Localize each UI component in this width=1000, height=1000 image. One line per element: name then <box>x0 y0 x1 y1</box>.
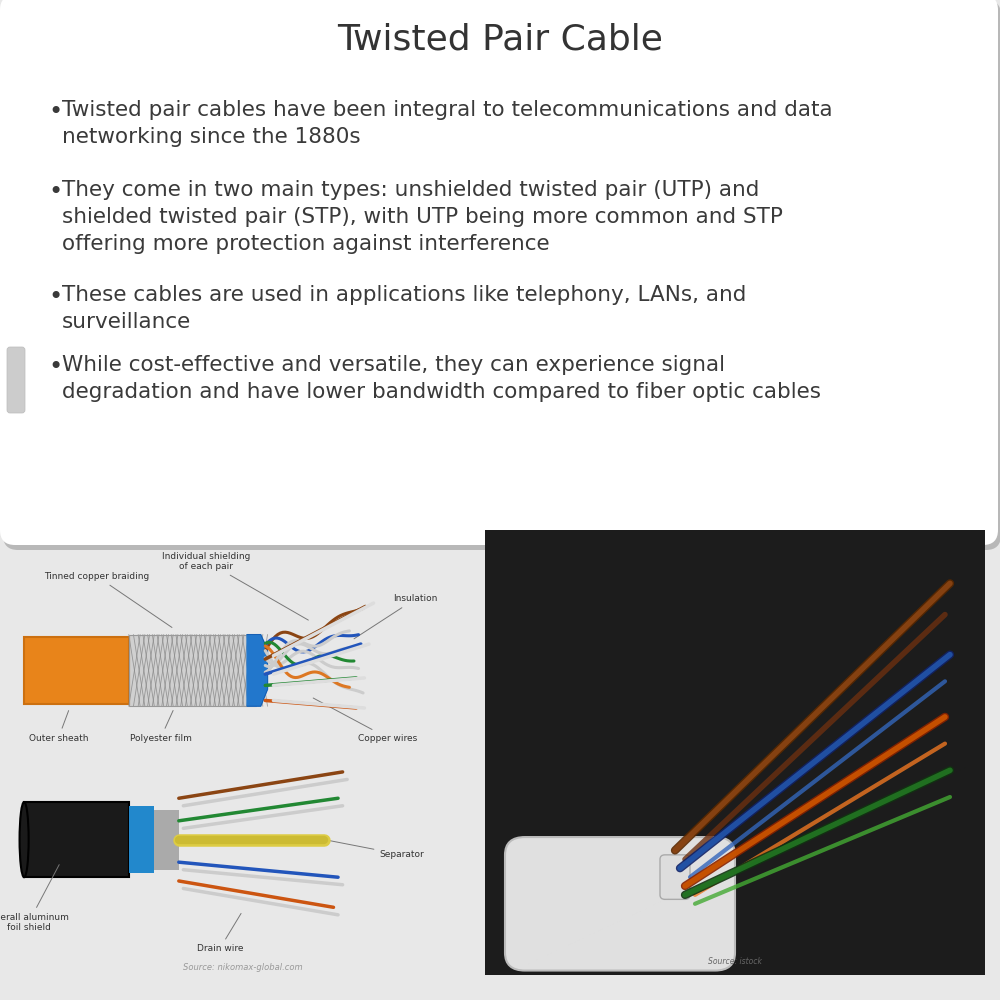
FancyBboxPatch shape <box>0 0 998 545</box>
Text: •: • <box>48 355 62 379</box>
Bar <box>24 802 129 877</box>
Text: Source: istock: Source: istock <box>708 957 762 966</box>
Bar <box>154 810 179 870</box>
Bar <box>129 806 154 873</box>
FancyBboxPatch shape <box>465 512 1000 993</box>
Text: Individual shielding
of each pair: Individual shielding of each pair <box>162 552 308 620</box>
Text: While cost-effective and versatile, they can experience signal
degradation and h: While cost-effective and versatile, they… <box>62 355 821 402</box>
Text: Insulation: Insulation <box>354 594 438 639</box>
Text: Polyester film: Polyester film <box>130 711 192 743</box>
FancyBboxPatch shape <box>660 855 690 899</box>
Bar <box>24 637 129 704</box>
Text: They come in two main types: unshielded twisted pair (UTP) and
shielded twisted : They come in two main types: unshielded … <box>62 180 783 254</box>
Text: Separator: Separator <box>327 840 424 859</box>
Text: •: • <box>48 100 62 124</box>
Text: Outer sheath: Outer sheath <box>29 711 88 743</box>
Text: Overall aluminum
foil shield: Overall aluminum foil shield <box>0 865 69 932</box>
Text: These cables are used in applications like telephony, LANs, and
surveillance: These cables are used in applications li… <box>62 285 746 332</box>
Bar <box>129 635 256 706</box>
Ellipse shape <box>20 802 29 877</box>
Text: Twisted pair cables have been integral to telecommunications and data
networking: Twisted pair cables have been integral t… <box>62 100 833 147</box>
Text: Source: nikomax-global.com: Source: nikomax-global.com <box>183 963 302 972</box>
Bar <box>129 635 256 706</box>
Text: Drain wire: Drain wire <box>197 913 243 953</box>
Text: Tinned copper braiding: Tinned copper braiding <box>44 572 172 627</box>
FancyBboxPatch shape <box>3 0 1000 550</box>
Text: •: • <box>48 180 62 204</box>
FancyBboxPatch shape <box>505 837 735 971</box>
Polygon shape <box>247 635 268 706</box>
FancyBboxPatch shape <box>7 347 25 413</box>
Text: •: • <box>48 285 62 309</box>
Text: Twisted Pair Cable: Twisted Pair Cable <box>337 23 663 57</box>
Text: Copper wires: Copper wires <box>313 698 418 743</box>
